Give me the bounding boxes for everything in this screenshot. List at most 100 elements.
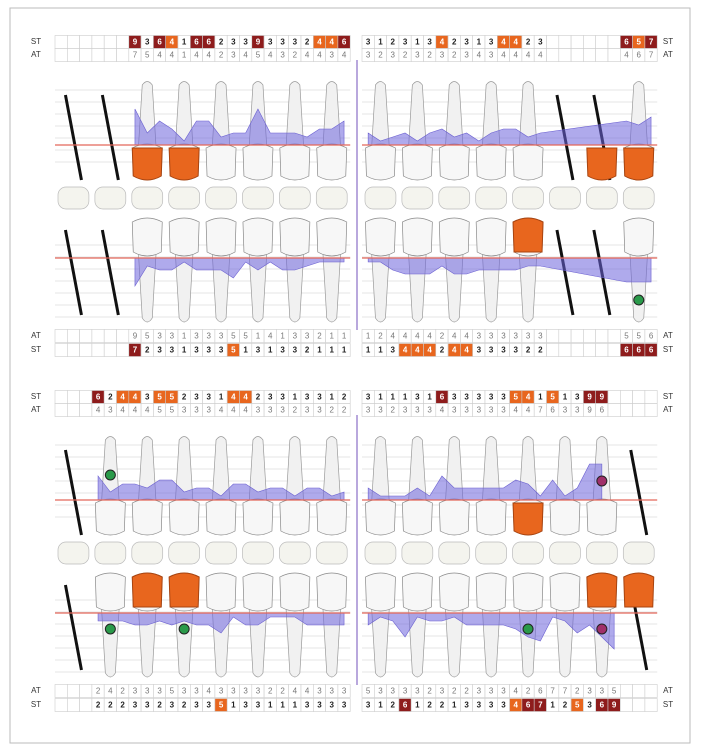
cell bbox=[644, 329, 658, 343]
row-label: AT bbox=[663, 686, 673, 695]
cell-value: 3 bbox=[182, 687, 187, 696]
cell-value: 4 bbox=[501, 51, 506, 60]
cell-value: 4 bbox=[108, 687, 113, 696]
cell bbox=[546, 329, 560, 343]
crown bbox=[316, 498, 348, 536]
restoration bbox=[623, 147, 655, 181]
cell-value: 3 bbox=[403, 687, 408, 696]
cell-value: 2 bbox=[452, 38, 457, 47]
cell-value: 6 bbox=[600, 406, 605, 415]
row-label: ST bbox=[31, 345, 41, 354]
cell bbox=[79, 684, 93, 698]
crown bbox=[131, 217, 163, 257]
cell-value: 2 bbox=[108, 701, 113, 710]
row-label: AT bbox=[31, 686, 41, 695]
cell-value: 6 bbox=[550, 406, 555, 415]
row-label: ST bbox=[663, 37, 673, 46]
root bbox=[248, 436, 268, 506]
cell-value: 3 bbox=[194, 701, 199, 710]
occlusal-view bbox=[131, 186, 164, 210]
cell-value: 2 bbox=[391, 38, 396, 47]
cell-value: 5 bbox=[157, 406, 162, 415]
occlusal-view bbox=[205, 186, 237, 210]
cell-value: 2 bbox=[403, 51, 408, 60]
cell-value: 1 bbox=[342, 332, 347, 341]
cell-value: 3 bbox=[256, 406, 261, 415]
cell-value: 4 bbox=[170, 38, 175, 47]
cell-value: 3 bbox=[427, 38, 432, 47]
cell-value: 3 bbox=[231, 51, 236, 60]
cell-value: 3 bbox=[378, 687, 383, 696]
cell-value: 3 bbox=[538, 332, 543, 341]
crown bbox=[316, 572, 348, 612]
cell-value: 4 bbox=[133, 406, 138, 415]
cell bbox=[632, 390, 646, 404]
cell-value: 3 bbox=[280, 406, 285, 415]
cell bbox=[595, 35, 609, 49]
root bbox=[371, 249, 390, 323]
furcation-marker bbox=[596, 475, 608, 487]
cell-value: 2 bbox=[342, 406, 347, 415]
occlusal-view bbox=[438, 186, 471, 210]
cell bbox=[337, 698, 351, 712]
restoration bbox=[512, 502, 544, 536]
root bbox=[322, 249, 342, 323]
crown bbox=[438, 217, 470, 257]
crown bbox=[623, 217, 655, 257]
cell-value: 1 bbox=[403, 393, 408, 402]
restoration bbox=[131, 572, 163, 608]
cell-value: 3 bbox=[194, 687, 199, 696]
cell-value: 1 bbox=[330, 346, 335, 355]
cell-value: 6 bbox=[194, 38, 199, 47]
cell-value: 5 bbox=[231, 346, 236, 355]
cell bbox=[607, 403, 621, 417]
restoration bbox=[131, 147, 163, 181]
cell bbox=[103, 35, 117, 49]
cell bbox=[54, 390, 68, 404]
cell-value: 5 bbox=[219, 701, 224, 710]
crown bbox=[131, 498, 163, 536]
cell-value: 2 bbox=[538, 346, 543, 355]
restoration bbox=[168, 572, 200, 608]
furcation-marker bbox=[104, 623, 116, 635]
restoration bbox=[586, 147, 618, 181]
cell-value: 3 bbox=[317, 687, 322, 696]
cell-value: 5 bbox=[145, 332, 150, 341]
cell-value: 3 bbox=[207, 393, 212, 402]
cell-value: 2 bbox=[563, 701, 568, 710]
cell-value: 1 bbox=[366, 346, 371, 355]
occlusal-view bbox=[205, 541, 237, 565]
cell-value: 2 bbox=[293, 406, 298, 415]
root bbox=[100, 604, 120, 678]
cell bbox=[632, 684, 646, 698]
cell bbox=[103, 48, 117, 62]
cell-value: 7 bbox=[550, 687, 555, 696]
cell-value: 2 bbox=[293, 51, 298, 60]
cell-value: 3 bbox=[563, 406, 568, 415]
cell-value: 1 bbox=[280, 701, 285, 710]
row-label: AT bbox=[31, 50, 41, 59]
occlusal-view bbox=[512, 541, 544, 565]
cell-value: 9 bbox=[133, 332, 138, 341]
crown bbox=[242, 143, 274, 181]
cell-value: 2 bbox=[305, 38, 310, 47]
cell-value: 4 bbox=[452, 332, 457, 341]
cell-value: 2 bbox=[268, 687, 273, 696]
cell-value: 4 bbox=[330, 38, 335, 47]
occlusal-view bbox=[512, 186, 544, 210]
restoration bbox=[623, 572, 655, 608]
cell bbox=[607, 35, 621, 49]
cell-value: 3 bbox=[477, 406, 482, 415]
cell-value: 7 bbox=[649, 51, 654, 60]
cell-value: 2 bbox=[317, 332, 322, 341]
cell-value: 1 bbox=[293, 393, 298, 402]
crown bbox=[279, 572, 311, 612]
cell-value: 3 bbox=[170, 701, 175, 710]
cell bbox=[619, 390, 633, 404]
occlusal-view bbox=[401, 541, 434, 565]
occlusal-view bbox=[279, 541, 311, 565]
occlusal-view bbox=[475, 541, 507, 565]
cell bbox=[546, 35, 560, 49]
cell-value: 1 bbox=[330, 332, 335, 341]
cell bbox=[583, 329, 597, 343]
